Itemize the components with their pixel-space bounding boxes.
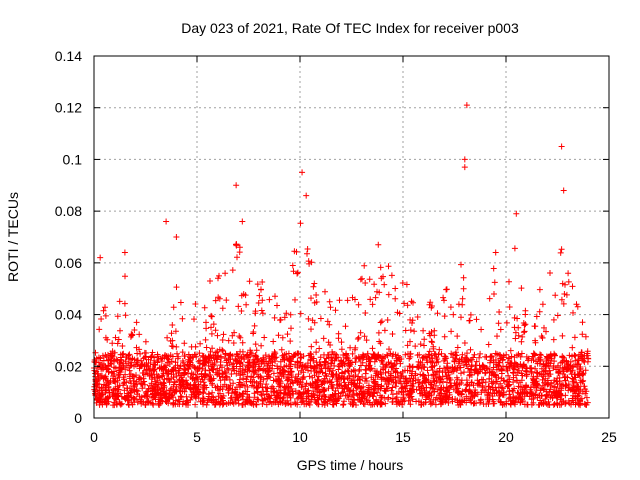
y-tick-label: 0.1	[63, 151, 83, 167]
x-tick-label: 5	[193, 429, 201, 445]
axis-ticks	[93, 55, 610, 419]
x-tick-label: 10	[292, 429, 308, 445]
scatter-point-cloud	[91, 220, 592, 409]
y-tick-label: 0.08	[55, 203, 82, 219]
scatter-point	[560, 187, 567, 194]
scatter-point	[303, 192, 310, 199]
y-tick-labels: 0 0.02 0.04 0.06 0.08 0.1 0.12 0.14	[55, 48, 82, 426]
scatter-point	[513, 210, 520, 217]
scatter-point	[299, 169, 306, 176]
x-tick-label: 15	[395, 429, 411, 445]
y-tick-label: 0.14	[55, 48, 82, 64]
scatter-point	[558, 143, 565, 150]
scatter-point	[492, 249, 499, 256]
x-tick-label: 25	[601, 429, 617, 445]
data-points	[91, 220, 592, 409]
x-tick-labels: 0 5 10 15 20 25	[90, 429, 617, 445]
x-tick-label: 0	[90, 429, 98, 445]
scatter-point	[461, 164, 468, 171]
scatter-point	[121, 249, 128, 256]
y-tick-label: 0.06	[55, 255, 82, 271]
scatter-point	[233, 182, 240, 189]
chart-title: Day 023 of 2021, Rate Of TEC Index for r…	[181, 20, 519, 36]
scatter-point	[97, 254, 104, 261]
scatter-point	[461, 156, 468, 163]
x-tick-label: 20	[498, 429, 514, 445]
plot-frame	[93, 55, 610, 419]
scatter-point	[239, 218, 246, 225]
scatter-point	[463, 102, 470, 109]
scatter-point	[375, 241, 382, 248]
y-tick-label: 0.02	[55, 358, 82, 374]
notable-data-points	[97, 102, 567, 261]
scatter-point	[173, 234, 180, 240]
y-tick-label: 0	[74, 410, 82, 426]
y-axis-label: ROTI / TECUs	[5, 192, 21, 282]
y-tick-label: 0.12	[55, 100, 82, 116]
scatter-point	[163, 218, 170, 225]
y-tick-label: 0.04	[55, 307, 82, 323]
x-axis-label: GPS time / hours	[297, 457, 404, 473]
